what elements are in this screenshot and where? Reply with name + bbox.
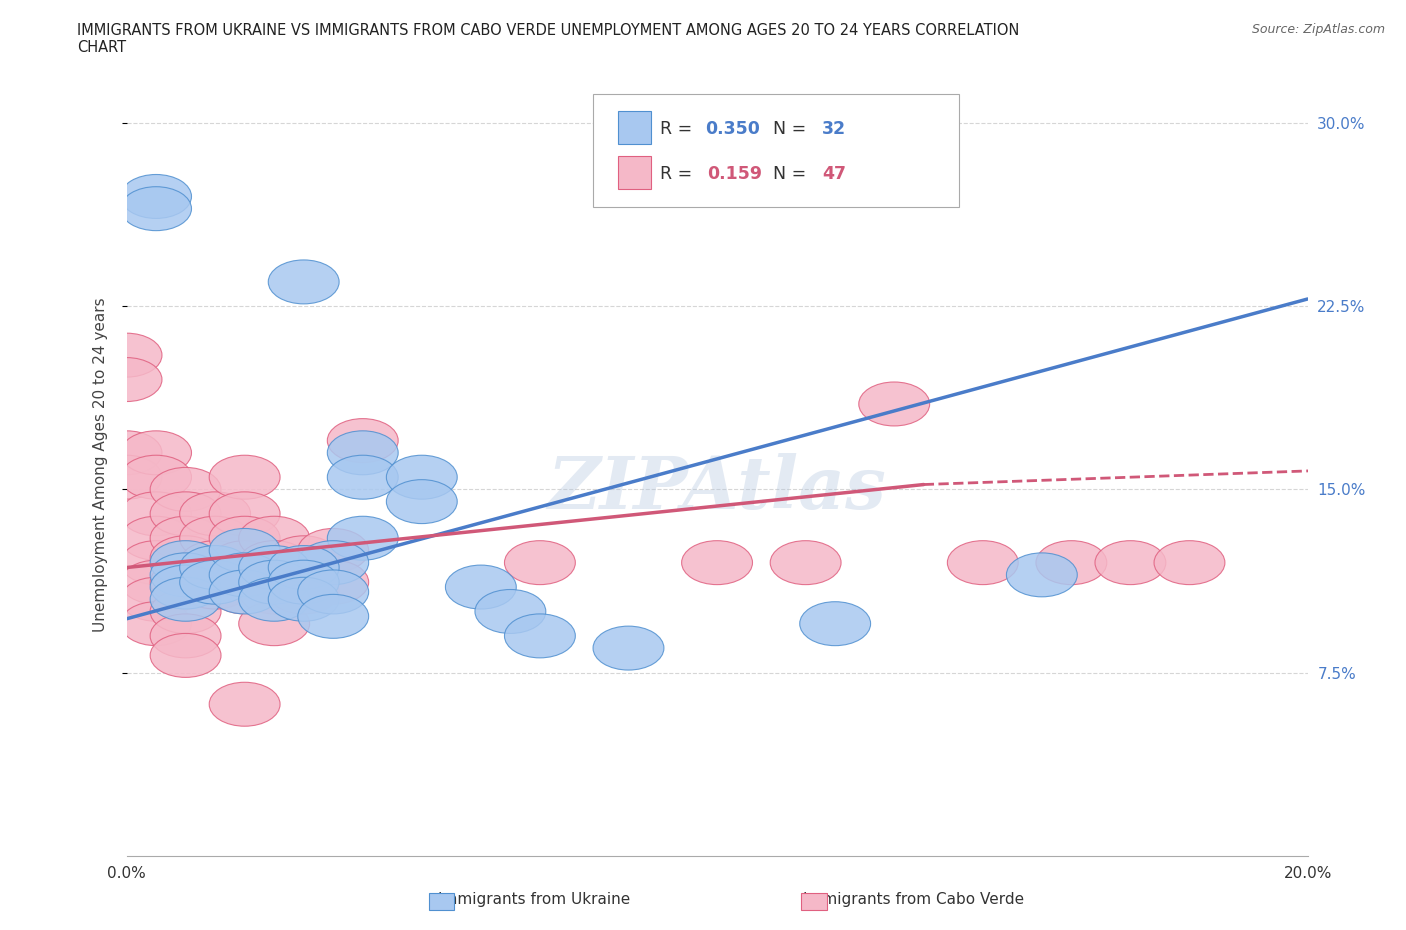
Ellipse shape bbox=[593, 626, 664, 670]
Ellipse shape bbox=[269, 560, 339, 604]
Ellipse shape bbox=[298, 594, 368, 638]
Ellipse shape bbox=[298, 540, 368, 585]
Ellipse shape bbox=[209, 528, 280, 573]
Ellipse shape bbox=[180, 546, 250, 590]
Ellipse shape bbox=[269, 546, 339, 590]
Ellipse shape bbox=[298, 528, 368, 573]
Ellipse shape bbox=[150, 590, 221, 633]
FancyBboxPatch shape bbox=[593, 94, 959, 207]
Text: R =: R = bbox=[661, 166, 703, 183]
Ellipse shape bbox=[121, 187, 191, 231]
Ellipse shape bbox=[269, 578, 339, 621]
Ellipse shape bbox=[121, 540, 191, 585]
Text: 0.159: 0.159 bbox=[707, 166, 762, 183]
Ellipse shape bbox=[328, 516, 398, 560]
Ellipse shape bbox=[446, 565, 516, 609]
Text: Immigrants from Ukraine: Immigrants from Ukraine bbox=[439, 892, 630, 907]
Ellipse shape bbox=[1036, 540, 1107, 585]
Ellipse shape bbox=[180, 560, 250, 604]
Text: 0.350: 0.350 bbox=[706, 120, 761, 138]
Ellipse shape bbox=[209, 492, 280, 536]
Ellipse shape bbox=[239, 602, 309, 645]
Ellipse shape bbox=[239, 516, 309, 560]
Ellipse shape bbox=[209, 570, 280, 614]
Ellipse shape bbox=[180, 516, 250, 560]
Text: R =: R = bbox=[661, 120, 699, 138]
Ellipse shape bbox=[180, 540, 250, 585]
Ellipse shape bbox=[150, 565, 221, 609]
Ellipse shape bbox=[121, 560, 191, 604]
Ellipse shape bbox=[1154, 540, 1225, 585]
Ellipse shape bbox=[1007, 552, 1077, 597]
Ellipse shape bbox=[505, 614, 575, 658]
Ellipse shape bbox=[91, 431, 162, 474]
Ellipse shape bbox=[239, 570, 309, 614]
Ellipse shape bbox=[209, 516, 280, 560]
Text: CHART: CHART bbox=[77, 40, 127, 55]
Ellipse shape bbox=[859, 382, 929, 426]
Ellipse shape bbox=[328, 431, 398, 474]
Ellipse shape bbox=[150, 614, 221, 658]
FancyBboxPatch shape bbox=[617, 111, 651, 144]
Ellipse shape bbox=[239, 560, 309, 604]
Ellipse shape bbox=[150, 633, 221, 677]
Ellipse shape bbox=[209, 456, 280, 499]
Ellipse shape bbox=[239, 546, 309, 590]
Ellipse shape bbox=[239, 578, 309, 621]
Text: N =: N = bbox=[772, 166, 811, 183]
Text: Immigrants from Cabo Verde: Immigrants from Cabo Verde bbox=[803, 892, 1025, 907]
Ellipse shape bbox=[180, 492, 250, 536]
Ellipse shape bbox=[239, 540, 309, 585]
Ellipse shape bbox=[475, 590, 546, 633]
Ellipse shape bbox=[150, 578, 221, 621]
Ellipse shape bbox=[180, 565, 250, 609]
Ellipse shape bbox=[150, 540, 221, 585]
Ellipse shape bbox=[121, 175, 191, 219]
Ellipse shape bbox=[209, 552, 280, 597]
Ellipse shape bbox=[209, 570, 280, 614]
Ellipse shape bbox=[328, 456, 398, 499]
FancyBboxPatch shape bbox=[617, 156, 651, 189]
Ellipse shape bbox=[209, 683, 280, 726]
Ellipse shape bbox=[150, 536, 221, 579]
Ellipse shape bbox=[121, 516, 191, 560]
Ellipse shape bbox=[121, 602, 191, 645]
Ellipse shape bbox=[770, 540, 841, 585]
Ellipse shape bbox=[121, 456, 191, 499]
Ellipse shape bbox=[269, 260, 339, 304]
Text: N =: N = bbox=[772, 120, 811, 138]
Ellipse shape bbox=[150, 492, 221, 536]
Ellipse shape bbox=[121, 431, 191, 474]
Ellipse shape bbox=[800, 602, 870, 645]
Text: ZIPAtlas: ZIPAtlas bbox=[548, 453, 886, 524]
Ellipse shape bbox=[150, 516, 221, 560]
Ellipse shape bbox=[91, 456, 162, 499]
Ellipse shape bbox=[91, 333, 162, 378]
Ellipse shape bbox=[269, 570, 339, 614]
Text: IMMIGRANTS FROM UKRAINE VS IMMIGRANTS FROM CABO VERDE UNEMPLOYMENT AMONG AGES 20: IMMIGRANTS FROM UKRAINE VS IMMIGRANTS FR… bbox=[77, 23, 1019, 38]
Ellipse shape bbox=[150, 552, 221, 597]
Ellipse shape bbox=[328, 418, 398, 462]
Ellipse shape bbox=[150, 560, 221, 604]
Ellipse shape bbox=[1095, 540, 1166, 585]
Ellipse shape bbox=[121, 492, 191, 536]
Ellipse shape bbox=[121, 578, 191, 621]
Ellipse shape bbox=[682, 540, 752, 585]
Y-axis label: Unemployment Among Ages 20 to 24 years: Unemployment Among Ages 20 to 24 years bbox=[93, 298, 108, 632]
Text: Source: ZipAtlas.com: Source: ZipAtlas.com bbox=[1251, 23, 1385, 36]
Ellipse shape bbox=[505, 540, 575, 585]
Ellipse shape bbox=[150, 468, 221, 512]
Ellipse shape bbox=[387, 480, 457, 524]
Ellipse shape bbox=[948, 540, 1018, 585]
Text: 32: 32 bbox=[823, 120, 846, 138]
Ellipse shape bbox=[298, 570, 368, 614]
Ellipse shape bbox=[387, 456, 457, 499]
Ellipse shape bbox=[209, 540, 280, 585]
Ellipse shape bbox=[269, 536, 339, 579]
Text: 47: 47 bbox=[823, 166, 846, 183]
Ellipse shape bbox=[298, 560, 368, 604]
Ellipse shape bbox=[91, 357, 162, 402]
